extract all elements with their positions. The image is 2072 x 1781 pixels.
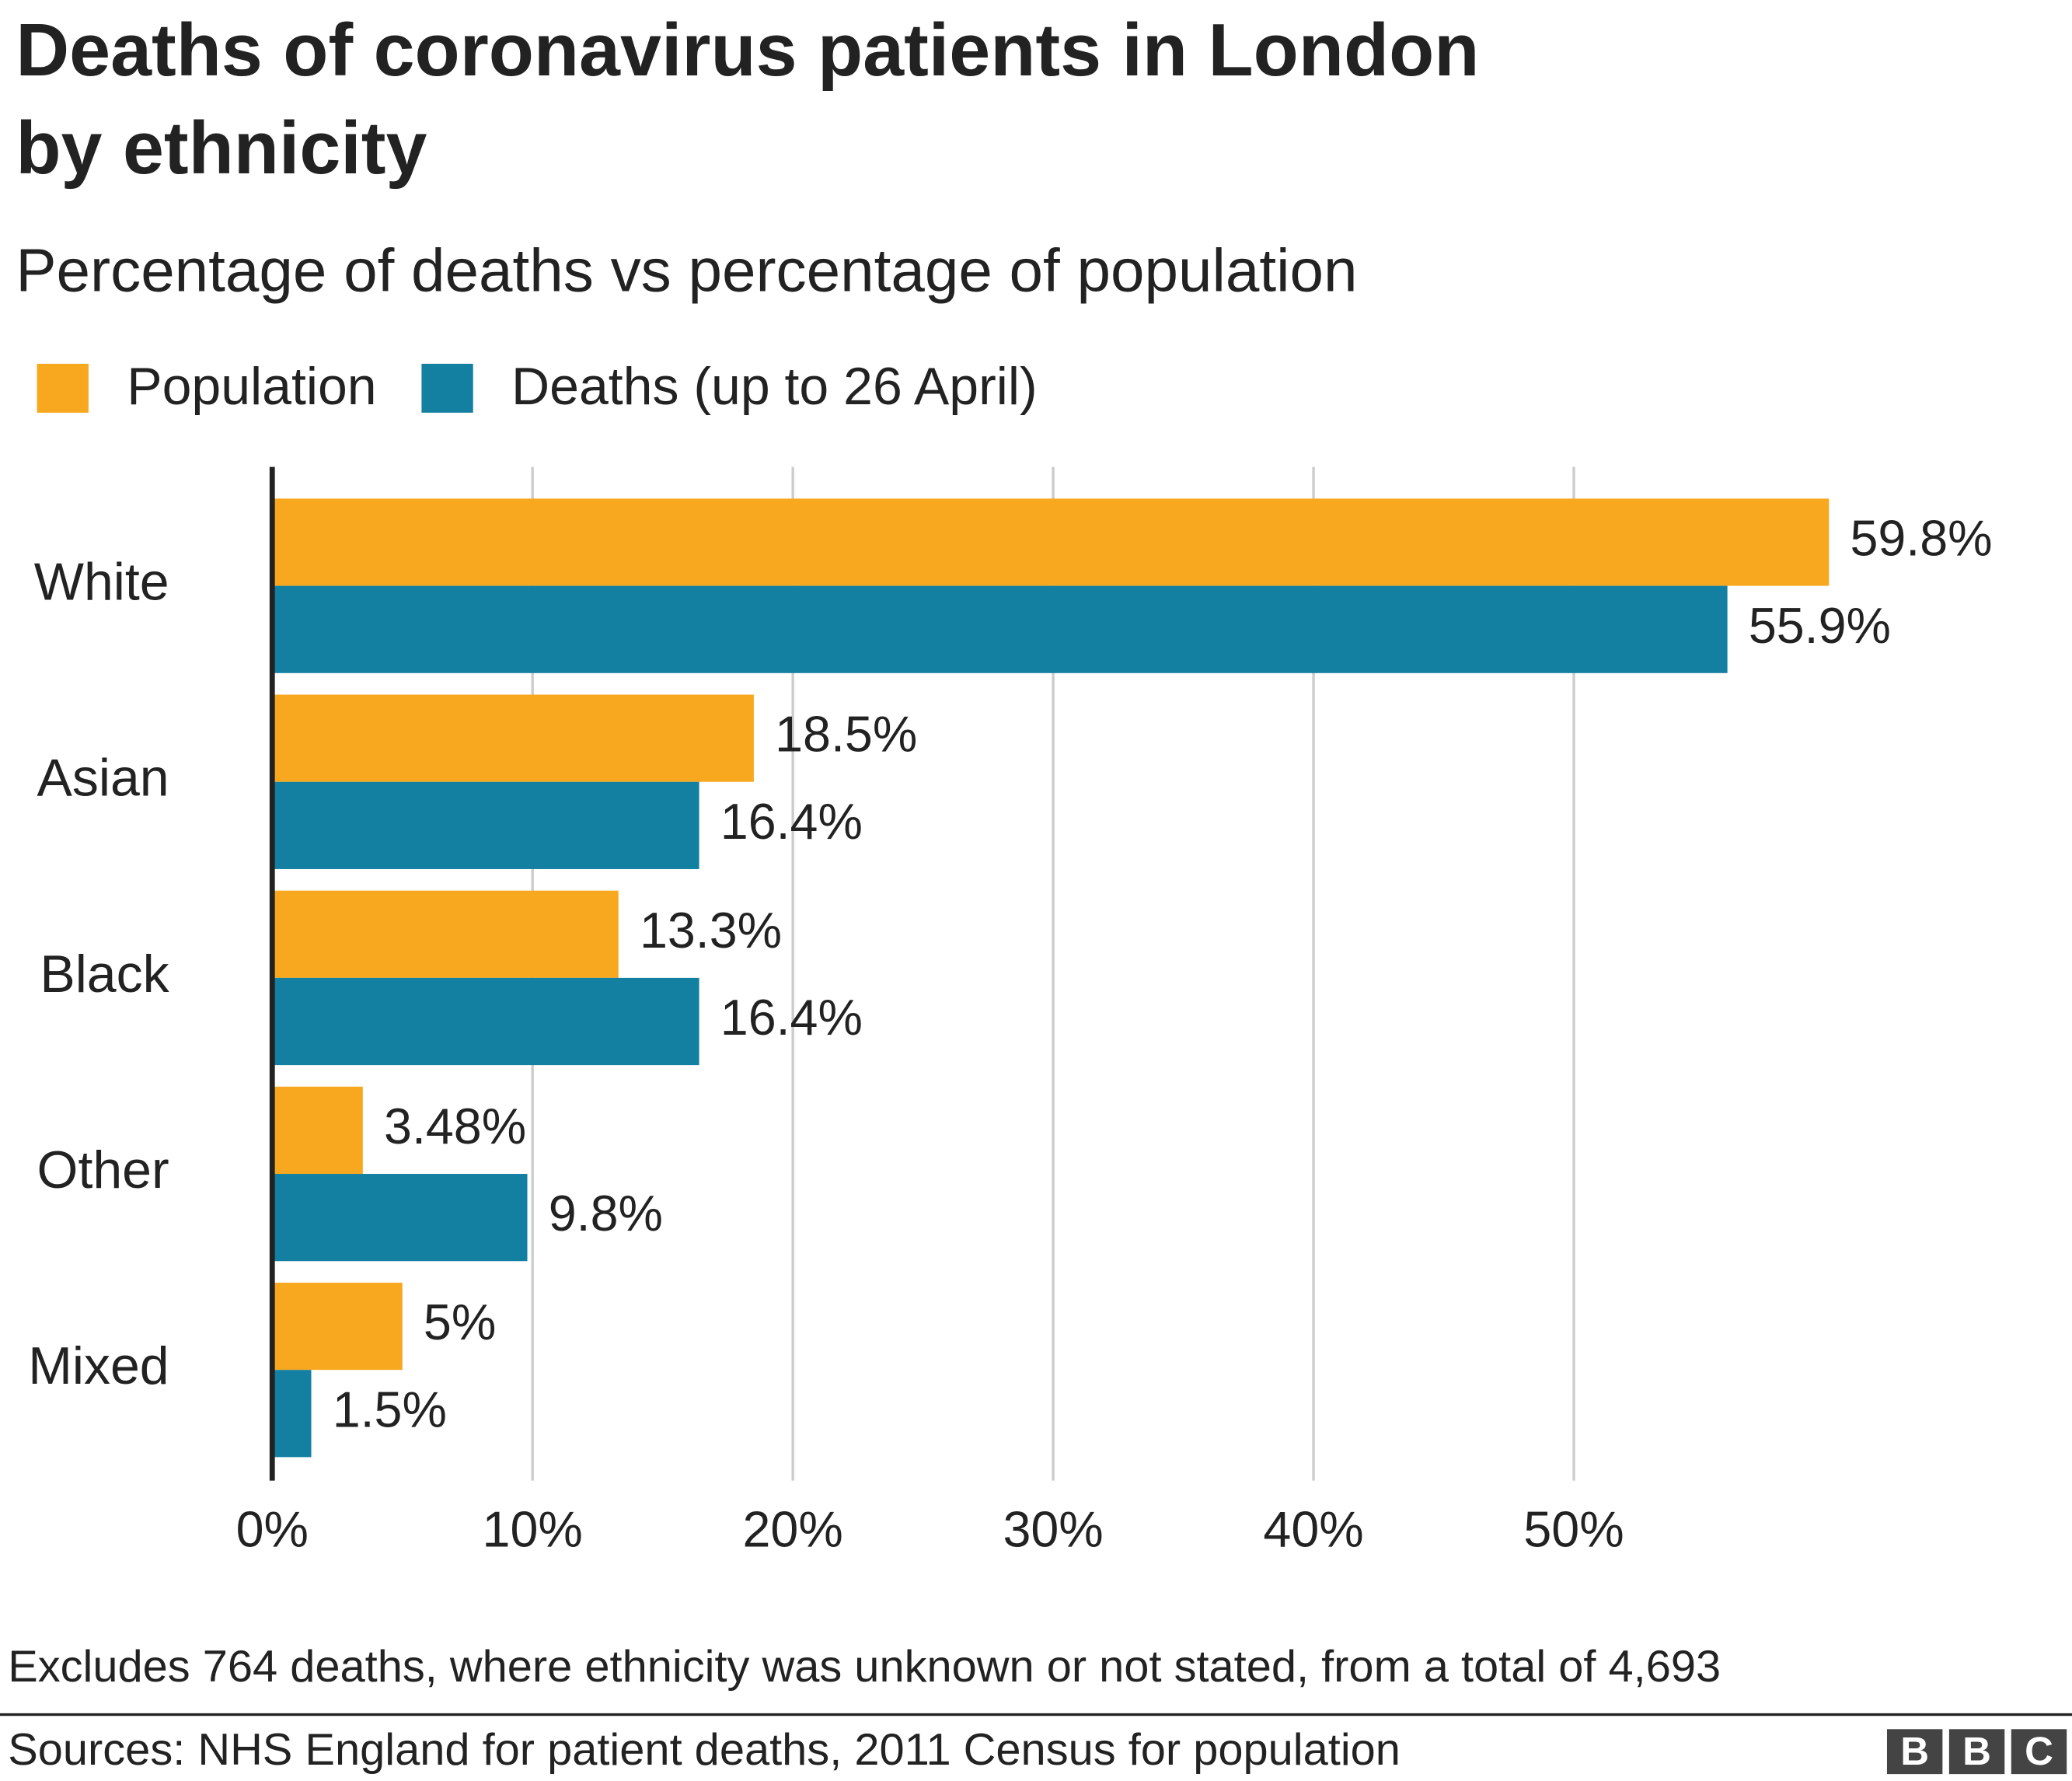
legend-swatch	[37, 363, 89, 413]
logo-letter: B	[1962, 1729, 1991, 1773]
bar	[272, 1086, 363, 1175]
bar	[272, 694, 754, 782]
value-label: 16.4%	[720, 794, 863, 850]
logo-letter: B	[1900, 1729, 1929, 1773]
logo-box	[1886, 1729, 1943, 1775]
value-label: 59.8%	[1850, 511, 1992, 567]
chart-title: by ethnicity	[16, 107, 427, 190]
value-label: 3.48%	[384, 1098, 526, 1154]
legend-label: Population	[127, 357, 376, 416]
value-label: 18.5%	[775, 707, 917, 763]
chart-subtitle: Percentage of deaths vs percentage of po…	[16, 236, 1357, 305]
value-label: 1.5%	[333, 1381, 447, 1437]
y-tick-label: Asian	[37, 749, 169, 808]
footnote: Excludes 764 deaths, where ethnicity was…	[8, 1642, 1721, 1692]
source: Sources: NHS England for patient deaths,…	[8, 1725, 1401, 1775]
y-tick-label: White	[34, 553, 169, 612]
value-label: 55.9%	[1749, 598, 1891, 654]
legend-swatch	[421, 363, 473, 413]
legend-label: Deaths (up to 26 April)	[511, 357, 1038, 416]
x-tick-label: 50%	[1523, 1502, 1624, 1558]
bar	[272, 1370, 312, 1458]
logo-box	[1948, 1729, 2005, 1775]
y-tick-label: Black	[40, 945, 169, 1004]
x-tick-label: 0%	[236, 1502, 309, 1558]
x-tick-label: 40%	[1263, 1502, 1363, 1558]
value-label: 5%	[424, 1294, 496, 1350]
bar	[272, 585, 1728, 673]
bar	[272, 977, 699, 1066]
value-label: 9.8%	[549, 1186, 663, 1241]
value-label: 13.3%	[640, 903, 782, 959]
logo-letter: C	[2025, 1729, 2053, 1773]
x-tick-label: 20%	[743, 1502, 843, 1558]
logo-box	[2011, 1729, 2067, 1775]
bar	[272, 1174, 528, 1262]
bar	[272, 781, 699, 869]
bar	[272, 1282, 403, 1371]
value-label: 16.4%	[720, 990, 863, 1046]
x-tick-label: 30%	[1003, 1502, 1103, 1558]
x-tick-label: 10%	[483, 1502, 583, 1558]
bar	[272, 890, 619, 978]
y-tick-label: Mixed	[28, 1336, 169, 1395]
bar	[272, 498, 1830, 586]
y-tick-label: Other	[37, 1140, 169, 1200]
chart-title: Deaths of coronavirus patients in London	[16, 9, 1479, 92]
